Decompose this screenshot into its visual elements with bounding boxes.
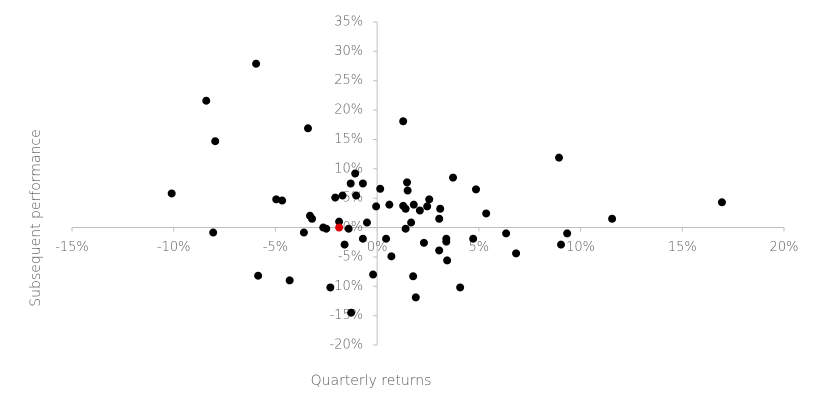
- point: [456, 283, 465, 292]
- y-tick-label: 5%: [343, 191, 364, 206]
- y-tick-label: 30%: [334, 44, 363, 59]
- point: [443, 256, 452, 265]
- y-tick-label: 20%: [334, 103, 363, 118]
- point: [351, 169, 360, 178]
- point: [202, 96, 211, 105]
- point: [358, 179, 367, 188]
- point: [362, 218, 371, 227]
- x-tick-label: 0%: [367, 240, 388, 255]
- y-tick-label: 25%: [334, 73, 363, 88]
- point: [435, 246, 444, 255]
- x-axis-label: Quarterly returns: [311, 373, 432, 389]
- point: [435, 214, 444, 223]
- x-tick-label: -15%: [55, 240, 89, 255]
- point: [372, 202, 381, 211]
- point: [167, 189, 176, 198]
- point: [403, 178, 412, 187]
- point: [285, 276, 294, 285]
- point: [299, 228, 308, 237]
- point: [387, 252, 396, 261]
- point: [369, 270, 378, 279]
- y-tick-label: -5%: [338, 249, 363, 264]
- point: [358, 234, 367, 243]
- point: [608, 214, 617, 223]
- point: [376, 184, 385, 193]
- point: [344, 224, 353, 233]
- y-tick-label: -10%: [330, 279, 364, 294]
- point: [717, 198, 726, 207]
- point: [442, 237, 451, 246]
- point: [425, 195, 434, 204]
- x-tick-label: -5%: [263, 240, 288, 255]
- point: [423, 202, 432, 211]
- y-tick-label: -20%: [330, 338, 364, 353]
- point: [409, 272, 418, 281]
- y-tick-label: 35%: [334, 15, 363, 30]
- x-tick-label: 15%: [668, 240, 697, 255]
- point: [335, 223, 344, 232]
- point: [512, 249, 521, 258]
- point: [407, 218, 416, 227]
- point: [303, 124, 312, 133]
- point: [326, 283, 335, 292]
- point: [482, 209, 491, 218]
- point: [401, 224, 410, 233]
- point: [209, 228, 218, 237]
- y-tick-label: 15%: [334, 132, 363, 147]
- point: [322, 224, 331, 233]
- point: [211, 137, 220, 146]
- point: [346, 179, 355, 188]
- point: [409, 200, 418, 209]
- point: [347, 308, 356, 317]
- point: [335, 217, 344, 226]
- point: [340, 240, 349, 249]
- x-tick-label: 20%: [770, 240, 799, 255]
- point: [401, 204, 410, 213]
- point: [472, 185, 481, 194]
- x-tick-label: 5%: [469, 240, 490, 255]
- point: [252, 59, 261, 68]
- point: [403, 186, 412, 195]
- point: [563, 229, 572, 238]
- point: [555, 153, 564, 162]
- point: [411, 293, 420, 302]
- point: [352, 191, 361, 200]
- point: [469, 234, 478, 243]
- point: [557, 240, 566, 249]
- point: [382, 234, 391, 243]
- x-tick-label: -10%: [157, 240, 191, 255]
- y-axis-label: Subsequent performance: [28, 129, 44, 306]
- point: [436, 204, 445, 213]
- point: [415, 206, 424, 215]
- point: [385, 200, 394, 209]
- point: [449, 173, 458, 182]
- x-tick-label: 10%: [566, 240, 595, 255]
- point: [419, 238, 428, 247]
- point: [331, 193, 340, 202]
- y-tick-label: -15%: [330, 308, 364, 323]
- point: [338, 191, 347, 200]
- point: [254, 271, 263, 280]
- point: [502, 229, 511, 238]
- point: [278, 196, 287, 205]
- point: [399, 117, 408, 126]
- point: [308, 214, 317, 223]
